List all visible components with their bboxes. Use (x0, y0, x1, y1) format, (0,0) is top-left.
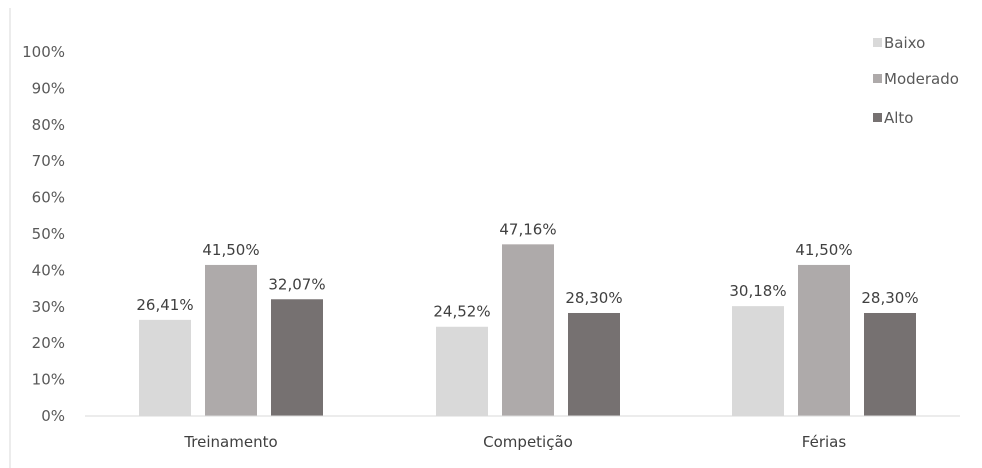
bar-baixo-1 (436, 326, 488, 416)
data-label: 32,07% (268, 275, 325, 293)
legend-swatch (873, 74, 882, 83)
x-category-label: Competição (483, 433, 573, 451)
legend-label: Baixo (884, 34, 925, 52)
legend-label: Moderado (884, 70, 959, 88)
y-tick-label: 20% (32, 334, 65, 352)
data-labels-group: 26,41% 41,50% 32,07% 24,52% 47,16% 28,30% 30,1… (136, 220, 918, 320)
y-tick-label: 0% (41, 407, 65, 425)
legend-label: Alto (884, 109, 914, 127)
x-axis: Treinamento Competição Férias (183, 433, 846, 451)
y-tick-label: 70% (32, 152, 65, 170)
y-tick-label: 10% (32, 371, 65, 389)
data-label: 28,30% (565, 289, 622, 307)
y-tick-label: 60% (32, 189, 65, 207)
bar-moderado-1 (502, 244, 554, 416)
y-axis: 0% 10% 20% 30% 40% 50% 60% 70% 80% 90% 100% (22, 43, 65, 425)
bar-baixo-0 (139, 319, 191, 416)
legend-swatch (873, 113, 882, 122)
bar-moderado-2 (798, 264, 850, 416)
data-label: 47,16% (499, 220, 556, 238)
bars-group (139, 244, 916, 416)
data-label: 28,30% (861, 289, 918, 307)
y-tick-label: 50% (32, 225, 65, 243)
y-tick-label: 100% (22, 43, 65, 61)
y-tick-label: 40% (32, 261, 65, 279)
y-tick-label: 80% (32, 116, 65, 134)
data-label: 24,52% (433, 303, 490, 321)
bar-alto-0 (271, 299, 323, 416)
bar-alto-2 (864, 312, 916, 416)
legend-swatch (873, 38, 882, 47)
bar-alto-1 (568, 312, 620, 416)
legend: Baixo Moderado Alto (873, 34, 959, 127)
y-tick-label: 90% (32, 79, 65, 97)
data-label: 30,18% (729, 282, 786, 300)
bar-baixo-2 (732, 306, 784, 416)
y-tick-label: 30% (32, 298, 65, 316)
data-label: 26,41% (136, 296, 193, 314)
x-category-label: Férias (802, 433, 847, 451)
data-label: 41,50% (202, 241, 259, 259)
data-label: 41,50% (795, 241, 852, 259)
bar-moderado-0 (205, 264, 257, 416)
x-category-label: Treinamento (183, 433, 277, 451)
